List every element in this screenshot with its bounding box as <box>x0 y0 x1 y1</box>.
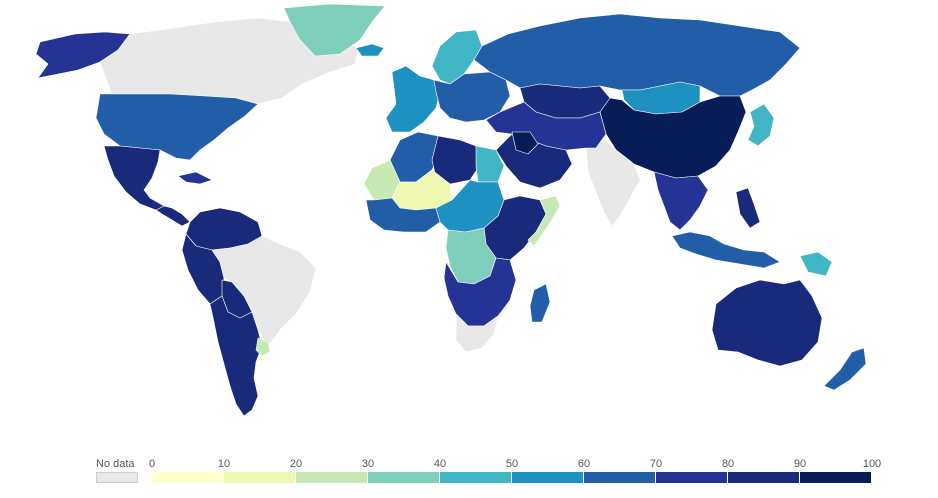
region-argentina-chile[interactable] <box>209 295 263 417</box>
region-greenland[interactable] <box>283 3 386 57</box>
legend-bin-0 <box>152 472 224 483</box>
region-philippines[interactable] <box>735 187 761 229</box>
no-data-label: No data <box>96 458 135 470</box>
region-china[interactable] <box>599 95 747 179</box>
legend-tick-20: 20 <box>289 458 303 470</box>
legend-tick-100: 100 <box>862 458 882 470</box>
region-central-america[interactable] <box>155 205 191 227</box>
region-uruguay[interactable] <box>255 337 271 357</box>
region-western-europe[interactable] <box>385 65 441 133</box>
legend-tick-40: 40 <box>433 458 447 470</box>
region-alaska[interactable] <box>35 31 131 79</box>
legend-bin-7 <box>656 472 728 483</box>
legend-bin-5 <box>512 472 584 483</box>
color-legend: No data 0 10 20 30 40 50 60 70 80 90 100 <box>0 452 938 492</box>
legend-bin-8 <box>728 472 800 483</box>
region-iceland[interactable] <box>355 43 385 57</box>
legend-tick-90: 90 <box>793 458 807 470</box>
region-new-zealand[interactable] <box>823 347 867 391</box>
region-indonesia[interactable] <box>671 231 781 269</box>
legend-bin-4 <box>440 472 512 483</box>
region-somalia[interactable] <box>527 195 561 247</box>
legend-bin-9 <box>800 472 872 483</box>
region-iraq[interactable] <box>511 131 539 155</box>
world-choropleth-map <box>35 3 867 417</box>
region-australia[interactable] <box>711 279 823 367</box>
legend-tick-80: 80 <box>721 458 735 470</box>
legend-bin-1 <box>224 472 296 483</box>
region-russia[interactable] <box>473 13 801 97</box>
no-data-swatch <box>96 472 138 483</box>
legend-tick-10: 10 <box>217 458 231 470</box>
legend-tick-50: 50 <box>505 458 519 470</box>
legend-tick-60: 60 <box>577 458 591 470</box>
legend-tick-0: 0 <box>148 458 156 470</box>
legend-bin-3 <box>368 472 440 483</box>
legend-tick-30: 30 <box>361 458 375 470</box>
legend-bin-2 <box>296 472 368 483</box>
region-png[interactable] <box>799 251 833 277</box>
region-brazil[interactable] <box>211 235 317 347</box>
region-southern-africa[interactable] <box>443 257 517 327</box>
region-cuba[interactable] <box>177 171 213 185</box>
region-japan[interactable] <box>747 103 775 147</box>
region-usa[interactable] <box>95 93 259 161</box>
region-southeast-asia[interactable] <box>653 171 709 231</box>
legend-tick-70: 70 <box>649 458 663 470</box>
legend-bin-6 <box>584 472 656 483</box>
region-madagascar[interactable] <box>529 283 551 323</box>
region-south-africa[interactable] <box>455 313 499 353</box>
region-india[interactable] <box>585 139 641 227</box>
region-mexico[interactable] <box>103 145 165 211</box>
